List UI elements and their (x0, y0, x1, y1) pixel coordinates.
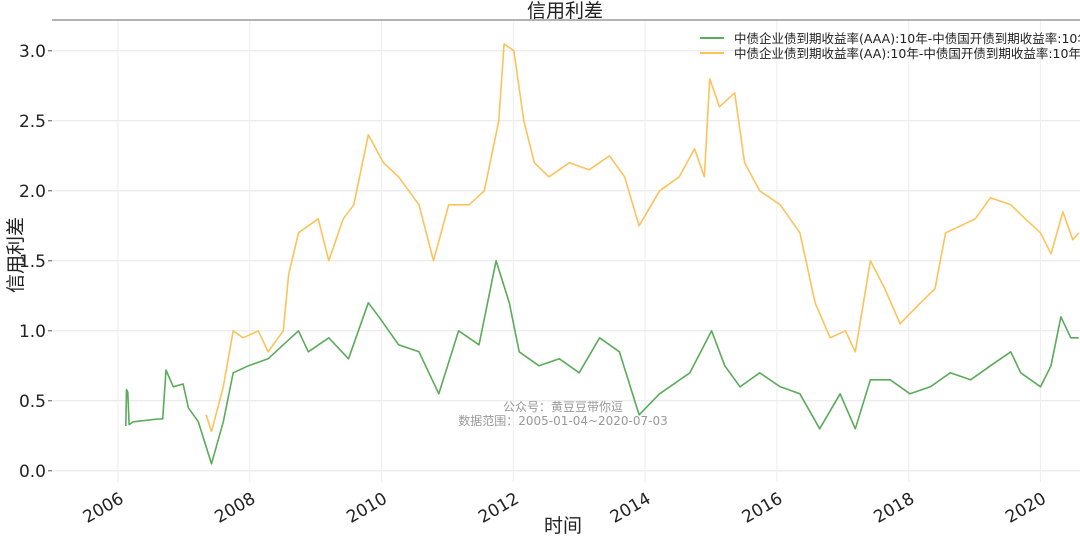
x-tick-label: 2012 (475, 489, 522, 528)
watermark-account: 公众号：黄豆豆带你逗 (503, 400, 623, 414)
legend-label: 中债企业债到期收益率(AAA):10年-中债国开债到期收益率:10年 (734, 31, 1080, 46)
y-tick-label: 1.5 (19, 252, 46, 272)
y-axis-label: 信用利差 (5, 217, 27, 293)
y-tick-label: 0.5 (19, 392, 46, 412)
x-tick-label: 2014 (607, 489, 654, 528)
y-tick-label: 0.0 (19, 462, 46, 482)
x-axis-label: 时间 (544, 515, 582, 537)
y-tick-label: 3.0 (19, 42, 46, 62)
x-tick-label: 2016 (739, 489, 786, 528)
watermark-date-range: 数据范围：2005-01-04~2020-07-03 (458, 413, 668, 428)
legend: 中债企业债到期收益率(AAA):10年-中债国开债到期收益率:10年中债企业债到… (700, 31, 1080, 61)
x-tick-label: 2020 (1002, 489, 1049, 528)
series-line-aa (205, 43, 1080, 433)
y-tick-label: 1.0 (19, 322, 46, 342)
y-tick-label: 2.0 (19, 182, 46, 202)
chart-title: 信用利差 (527, 0, 603, 22)
x-tick-label: 2018 (870, 489, 917, 528)
series-group (125, 43, 1080, 465)
x-tick-label: 2010 (343, 489, 390, 528)
x-tick-label: 2006 (80, 489, 127, 528)
legend-label: 中债企业债到期收益率(AA):10年-中债国开债到期收益率:10年 (734, 46, 1080, 61)
series-line-aaa (125, 260, 1079, 465)
y-axis: 0.0 0.5 1.0 1.5 2.0 2.5 3.0 (19, 42, 52, 482)
y-tick-label: 2.5 (19, 112, 46, 132)
x-tick-label: 2008 (212, 489, 259, 528)
grid (52, 20, 1080, 482)
